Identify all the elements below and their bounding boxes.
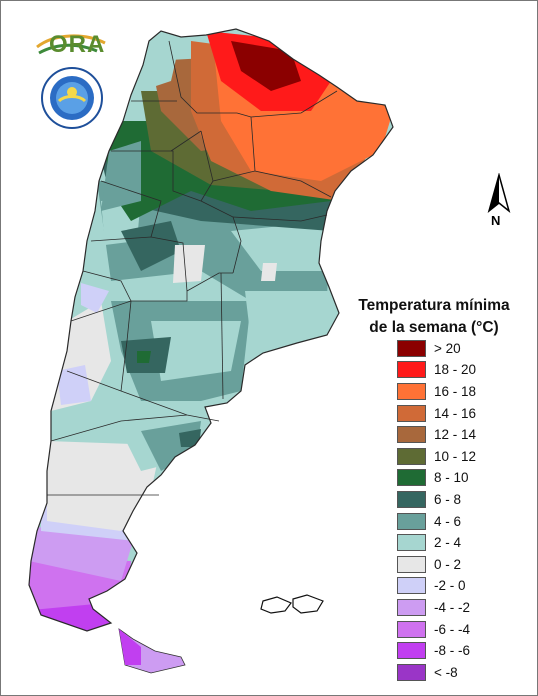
legend-label: 6 - 8: [434, 491, 462, 507]
legend-label: 8 - 10: [434, 470, 469, 486]
legend-item: > 20: [397, 339, 529, 358]
legend-swatch: [397, 577, 426, 595]
legend-item: -6 - -4: [397, 620, 529, 639]
legend-swatch: [397, 426, 426, 444]
ora-logo: [36, 34, 106, 55]
legend-item: 4 - 6: [397, 512, 529, 531]
legend-title: Temperatura mínima de la semana (°C): [344, 295, 524, 339]
legend-swatch: [397, 447, 426, 465]
north-arrow-icon: [487, 173, 511, 214]
legend-label: 14 - 16: [434, 405, 477, 421]
legend-swatch: [397, 490, 426, 508]
legend-item: < -8: [397, 663, 529, 682]
legend: > 20 18 - 20 16 - 18 14 - 16 12 - 14 10 - 12 8…: [397, 339, 529, 685]
legend-item: 2 - 4: [397, 533, 529, 552]
legend-title-line2: de la semana (°C): [369, 319, 499, 336]
legend-swatch: [397, 404, 426, 422]
legend-swatch: [397, 512, 426, 530]
province-borders: [28, 28, 394, 632]
legend-swatch: [397, 534, 426, 552]
legend-label: -2 - 0: [434, 578, 466, 594]
legend-swatch: [397, 469, 426, 487]
legend-title-line1: Temperatura mínima: [358, 297, 510, 314]
legend-swatch: [397, 620, 426, 638]
legend-label: 0 - 2: [434, 556, 462, 572]
legend-item: 8 - 10: [397, 469, 529, 488]
legend-label: < -8: [434, 664, 458, 680]
tierra-del-fuego: [118, 628, 186, 674]
legend-label: > 20: [434, 340, 461, 356]
legend-item: 12 - 14: [397, 425, 529, 444]
legend-label: -6 - -4: [434, 621, 471, 637]
legend-label: 16 - 18: [434, 383, 477, 399]
legend-swatch: [397, 382, 426, 400]
legend-label: 18 - 20: [434, 362, 477, 378]
legend-swatch: [397, 642, 426, 660]
legend-item: -8 - -6: [397, 641, 529, 660]
legend-swatch: [397, 555, 426, 573]
malvinas-islands: [260, 594, 324, 614]
legend-label: 4 - 6: [434, 513, 462, 529]
legend-swatch: [397, 339, 426, 357]
legend-item: 18 - 20: [397, 361, 529, 380]
legend-swatch: [397, 663, 426, 681]
legend-item: -2 - 0: [397, 577, 529, 596]
legend-label: -4 - -2: [434, 599, 471, 615]
smn-seal-logo: [41, 67, 103, 129]
north-label: N: [491, 213, 501, 228]
legend-label: -8 - -6: [434, 643, 471, 659]
legend-label: 2 - 4: [434, 535, 462, 551]
legend-swatch: [397, 361, 426, 379]
legend-item: 14 - 16: [397, 404, 529, 423]
legend-item: 16 - 18: [397, 382, 529, 401]
legend-label: 10 - 12: [434, 448, 477, 464]
legend-swatch: [397, 598, 426, 616]
ora-logo-text: ORA: [49, 31, 106, 58]
legend-label: 12 - 14: [434, 427, 477, 443]
legend-item: 0 - 2: [397, 555, 529, 574]
legend-item: -4 - -2: [397, 598, 529, 617]
legend-item: 10 - 12: [397, 447, 529, 466]
legend-item: 6 - 8: [397, 490, 529, 509]
